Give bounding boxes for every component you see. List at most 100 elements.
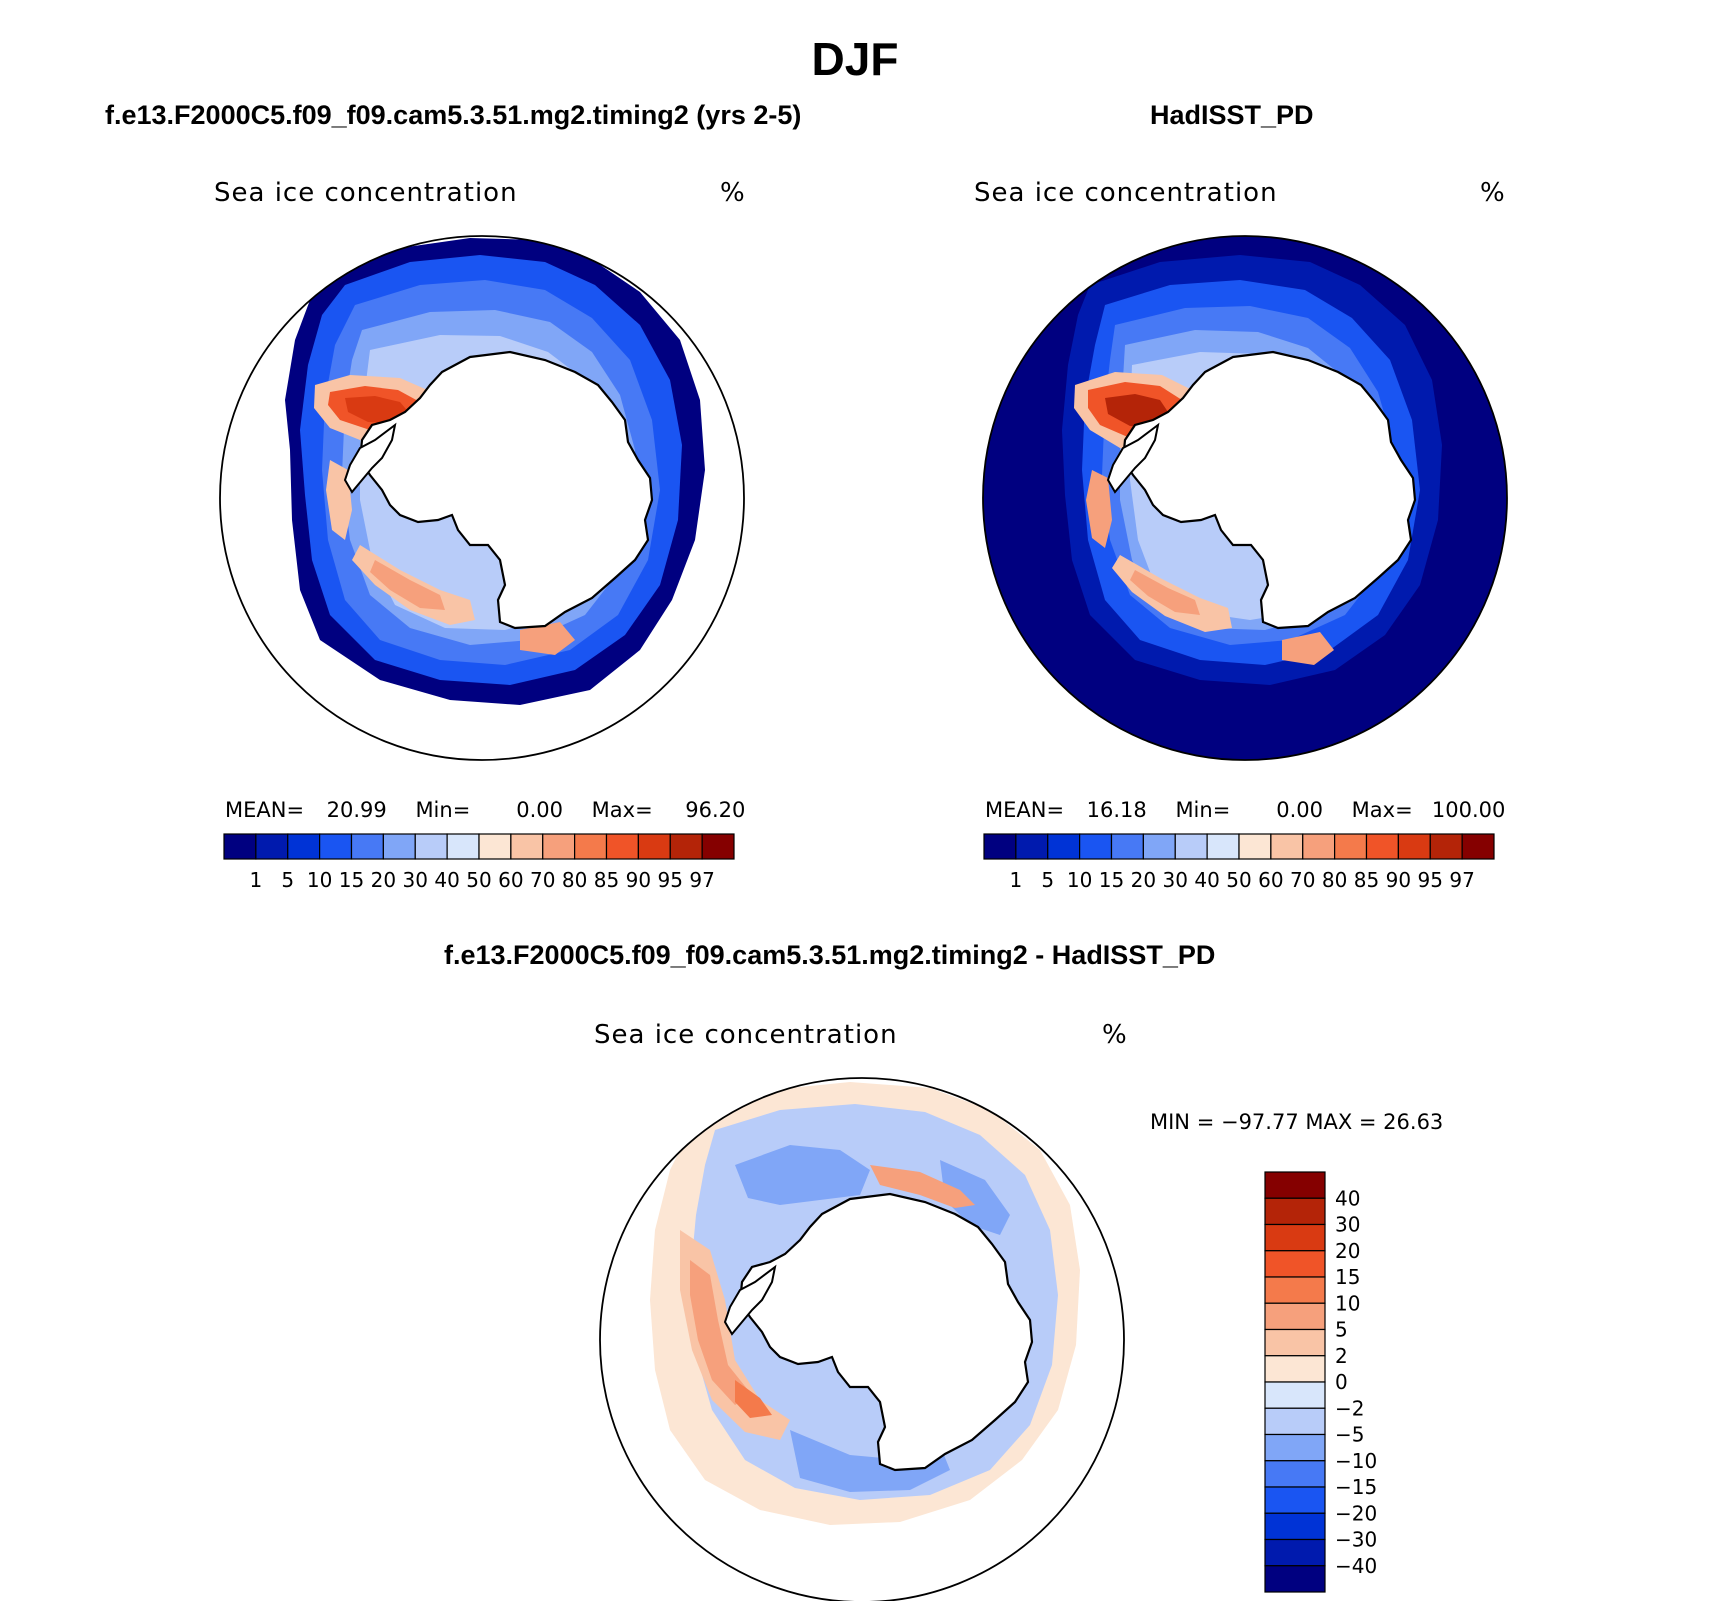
model-colorbar-tick-label-9: 70 [530,868,555,892]
diff-colorbar-tick-label-4: 10 [1335,1291,1360,1315]
model-panel-title: f.e13.F2000C5.f09_f09.cam5.3.51.mg2.timi… [105,100,802,130]
diff-colorbar-tick-label-14: −40 [1335,1554,1377,1578]
obs-colorbar-tick-label-12: 90 [1386,868,1411,892]
obs-colorbar-swatch-15 [1461,833,1495,860]
model-max-value: 96.20 [685,798,746,822]
obs-colorbar-tick-label-13: 95 [1418,868,1443,892]
diff-colorbar-swatch-12 [1264,1486,1326,1514]
model-map [219,235,745,761]
diff-coast-red [870,1165,975,1208]
obs-units-label: % [1480,178,1506,208]
model-colorbar-swatch-8 [478,833,512,860]
model-colorbar-swatch-15 [701,833,735,860]
obs-colorbar-tick-label-2: 10 [1067,868,1092,892]
model-min-value: 0.00 [516,798,563,822]
diff-west-red-inner [735,1380,772,1418]
diff-colorbar-tick-label-7: 0 [1335,1370,1348,1394]
main-title: DJF [811,33,899,85]
obs-colorbar-swatch-10 [1302,833,1336,860]
obs-colorbar-tick-label-11: 85 [1354,868,1379,892]
model-colorbar-swatch-9 [510,833,544,860]
diff-colorbar-swatch-3 [1264,1250,1326,1278]
model-ross-core [370,560,445,610]
diff-colorbar-swatch-2 [1264,1223,1326,1252]
diff-colorbar-swatch-15 [1264,1565,1326,1593]
obs-map [982,235,1508,761]
model-peninsula [343,422,397,494]
diff-variable-label: Sea ice concentration [594,1020,898,1050]
diff-colorbar-swatch-14 [1264,1538,1326,1567]
diff-colorbar-tick-label-2: 20 [1335,1239,1360,1263]
obs-colorbar-swatch-1 [1015,833,1049,860]
diff-colorbar-tick-label-6: 2 [1335,1344,1348,1368]
model-colorbar-swatch-4 [350,833,384,860]
obs-colorbar-tick-label-10: 80 [1322,868,1347,892]
obs-colorbar-swatch-9 [1270,833,1304,860]
model-colorbar-tick-label-7: 50 [466,868,491,892]
model-colorbar-swatch-12 [605,833,639,860]
model-colorbar-tick-label-0: 1 [250,868,263,892]
obs-colorbar-swatch-13 [1397,833,1431,860]
model-colorbar-tick-label-11: 85 [594,868,619,892]
model-colorbar-swatch-3 [319,833,353,860]
model-colorbar-tick-label-10: 80 [562,868,587,892]
obs-peninsula [1106,422,1160,494]
model-variable-label: Sea ice concentration [214,178,518,208]
model-east-patch [520,622,575,655]
obs-colorbar-swatch-3 [1079,833,1113,860]
model-colorbar-tick-label-1: 5 [281,868,294,892]
model-units-label: % [720,178,746,208]
diff-colorbar-swatch-0 [1264,1171,1326,1199]
obs-min-value: 0.00 [1276,798,1323,822]
diff-colorbar-tick-label-8: −2 [1335,1396,1364,1420]
diff-colorbar-swatch-13 [1264,1512,1326,1541]
obs-panel-title: HadISST_PD [1150,100,1314,130]
model-mean-label: MEAN= [225,798,305,822]
obs-colorbar-tick-label-7: 50 [1226,868,1251,892]
obs-amundsen-patch [1086,470,1112,548]
obs-colorbar-tick-label-9: 70 [1290,868,1315,892]
obs-colorbar-swatch-12 [1365,833,1399,860]
obs-map-border [982,235,1508,761]
model-colorbar-swatch-6 [414,833,448,860]
model-colorbar-swatch-2 [287,833,321,860]
obs-east-patch [1282,632,1334,665]
diff-west-red-core [690,1260,752,1405]
obs-colorbar-swatch-2 [1047,833,1081,860]
model-colorbar-tick-label-4: 20 [371,868,396,892]
model-colorbar-swatch-13 [637,833,671,860]
diff-map [599,1077,1125,1601]
diff-colorbar-swatch-5 [1264,1302,1326,1331]
obs-colorbar-tick-label-3: 15 [1099,868,1124,892]
obs-max-label: Max= [1351,798,1413,822]
diff-colorbar-tick-label-1: 30 [1335,1213,1360,1237]
obs-variable-label: Sea ice concentration [974,178,1278,208]
obs-colorbar-tick-label-1: 5 [1041,868,1054,892]
model-min-label: Min= [415,798,471,822]
model-colorbar-tick-label-6: 40 [434,868,459,892]
diff-colorbar-swatch-6 [1264,1328,1326,1357]
obs-mean-label: MEAN= [985,798,1065,822]
model-colorbar-tick-label-5: 30 [403,868,428,892]
obs-ross-core [1130,570,1200,615]
diff-colorbar-swatch-8 [1264,1381,1326,1409]
obs-mean-value: 16.18 [1086,798,1147,822]
model-colorbar-swatch-1 [255,833,289,860]
obs-colorbar-tick-label-8: 60 [1258,868,1283,892]
diff-units-label: % [1102,1020,1128,1050]
diff-colorbar-tick-label-3: 15 [1335,1265,1360,1289]
model-colorbar-swatch-11 [574,833,608,860]
diff-peninsula [723,1264,777,1336]
diff-colorbar-swatch-11 [1264,1460,1326,1488]
model-max-label: Max= [591,798,653,822]
obs-colorbar-swatch-0 [983,833,1017,860]
diff-blue-patches [735,1145,1010,1492]
model-mean-value: 20.99 [326,798,387,822]
obs-colorbar-tick-label-14: 97 [1449,868,1474,892]
obs-colorbar-swatch-8 [1238,833,1272,860]
diff-colorbar-tick-label-12: −20 [1335,1501,1377,1525]
obs-colorbar-swatch-6 [1174,833,1208,860]
obs-colorbar: 1 5 10 15 20 30 40 50 60 70 80 85 90 95 97 [983,833,1495,892]
